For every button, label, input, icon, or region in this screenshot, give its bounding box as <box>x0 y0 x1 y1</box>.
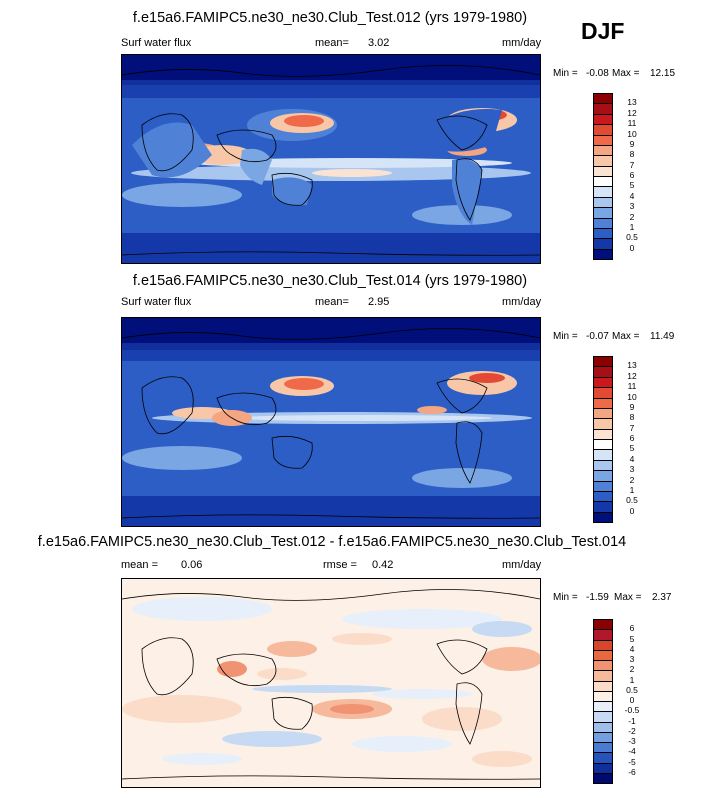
colorbar-tick-label: -5 <box>628 756 636 767</box>
panel-2-max-value: 11.49 <box>650 331 675 342</box>
panel-2-variable-label: Surf water flux <box>121 296 192 308</box>
colorbar-tick-label: -0.5 <box>624 705 640 716</box>
colorbar-tick-label: 4 <box>629 643 635 654</box>
panel-3-max-value: 2.37 <box>652 592 672 603</box>
panel-1-map <box>121 54 541 264</box>
colorbar-tick-label: 2 <box>629 664 635 675</box>
colorbar-tick-label: 1 <box>629 221 635 232</box>
panel-1-variable-label: Surf water flux <box>121 37 192 49</box>
colorbar-tick-label: 3 <box>629 654 635 664</box>
colorbar-tick-label: -1 <box>628 715 636 726</box>
colorbar-tick-label: 10 <box>627 128 637 139</box>
colorbar-swatch <box>593 248 613 260</box>
panel-2-mean-label: mean= <box>315 296 349 308</box>
panel-2-min-label: Min = <box>553 331 578 342</box>
panel-2-max-label: Max = <box>612 331 640 342</box>
colorbar-tick-label: 12 <box>627 107 637 118</box>
colorbar-tick-label: 7 <box>629 422 635 433</box>
colorbar-tick-label: 13 <box>627 97 637 108</box>
panel-3-rmse-label: rmse = <box>323 559 357 571</box>
panel-1-mean-label: mean= <box>315 37 349 49</box>
panel-1-mean-value: 3.02 <box>368 37 390 49</box>
colorbar-tick-label: 9 <box>629 401 635 412</box>
colorbar-tick-label: 10 <box>627 391 637 402</box>
colorbar-tick-label: 5 <box>629 443 635 454</box>
panel-3-mean-label: mean = <box>121 559 158 571</box>
colorbar-tick-label: 11 <box>627 118 637 129</box>
colorbar-tick-label: 5 <box>629 180 635 191</box>
colorbar-tick-label: 0 <box>629 505 635 516</box>
colorbar-tick-label: 3 <box>629 464 635 475</box>
colorbar-tick-label: 5 <box>629 633 635 644</box>
panel-3-mean-value: 0.06 <box>181 559 203 571</box>
colorbar-tick-label: 6 <box>629 433 635 443</box>
panel-1-max-value: 12.15 <box>650 68 676 79</box>
panel-1-title: f.e15a6.FAMIPC5.ne30_ne30.Club_Test.012 … <box>132 10 528 26</box>
colorbar-tick-label: 4 <box>629 190 635 201</box>
colorbar-tick-label: 13 <box>627 360 637 371</box>
panel-2-min-value: -0.07 <box>586 331 609 342</box>
season-label: DJF <box>581 18 625 44</box>
colorbar-swatch <box>593 772 613 784</box>
colorbar-tick-label: 3 <box>629 201 635 212</box>
colorbar-tick-label: 0 <box>629 695 635 705</box>
colorbar-tick-label: 6 <box>629 623 635 634</box>
panel-1-field <box>122 55 540 263</box>
colorbar-tick-label: -3 <box>628 736 636 746</box>
colorbar-tick-label: 12 <box>627 370 637 381</box>
panel-1-max-label: Max = <box>612 68 640 79</box>
colorbar-tick-label: 2 <box>629 474 635 485</box>
panel-3-map <box>121 578 541 788</box>
colorbar-tick-label: -4 <box>628 746 636 757</box>
panel-3-rmse-value: 0.42 <box>372 559 394 571</box>
colorbar-tick-label: 0.5 <box>626 684 638 695</box>
colorbar-tick-label: 0.5 <box>626 232 638 243</box>
panel-3-units: mm/day <box>502 559 542 571</box>
colorbar-tick-label: 7 <box>629 159 635 170</box>
panel-3-title: f.e15a6.FAMIPC5.ne30_ne30.Club_Test.012 … <box>37 534 627 550</box>
colorbar-tick-label: 2 <box>629 211 635 222</box>
panel-3-colorbar: 6 5 4 3 2 1 0.5 0 -0.5 -1 -2 -3 -4 -5 -6 <box>593 619 639 784</box>
colorbar-tick-label: 6 <box>629 170 635 180</box>
panel-1-min-label: Min = <box>553 68 578 79</box>
panel-2-map <box>121 317 541 527</box>
colorbar-tick-label: 1 <box>629 674 635 685</box>
colorbar-tick-label: 11 <box>627 381 637 392</box>
colorbar-tick-label: 9 <box>629 138 635 149</box>
colorbar-tick-label: 0.5 <box>626 495 638 506</box>
colorbar-tick-label: 0 <box>629 242 635 253</box>
panel-2-colorbar: 13 12 11 10 9 8 7 6 5 4 3 2 1 0.5 0 <box>593 356 638 523</box>
panel-2-mean-value: 2.95 <box>368 296 390 308</box>
panel-2-title: f.e15a6.FAMIPC5.ne30_ne30.Club_Test.014 … <box>132 273 528 289</box>
panel-3-min-label: Min = <box>553 592 578 603</box>
colorbar-tick-label: -6 <box>628 766 636 777</box>
panel-3-min-value: -1.59 <box>586 592 609 603</box>
panel-2-field <box>122 318 540 526</box>
colorbar-tick-label: -2 <box>628 725 636 736</box>
panel-2-units: mm/day <box>502 296 542 308</box>
colorbar-swatch <box>593 511 613 523</box>
colorbar-tick-label: 4 <box>629 453 635 464</box>
panel-1-min-value: -0.08 <box>586 68 609 79</box>
panel-3-max-label: Max = <box>614 592 642 603</box>
panel-3-field <box>122 579 540 787</box>
colorbar-tick-label: 8 <box>629 412 635 423</box>
panel-1-colorbar: 13 12 11 10 9 8 7 6 5 4 3 2 1 0.5 0 <box>593 93 638 260</box>
colorbar-tick-label: 1 <box>629 484 635 495</box>
panel-1-units: mm/day <box>502 37 542 49</box>
colorbar-tick-label: 8 <box>629 149 635 160</box>
